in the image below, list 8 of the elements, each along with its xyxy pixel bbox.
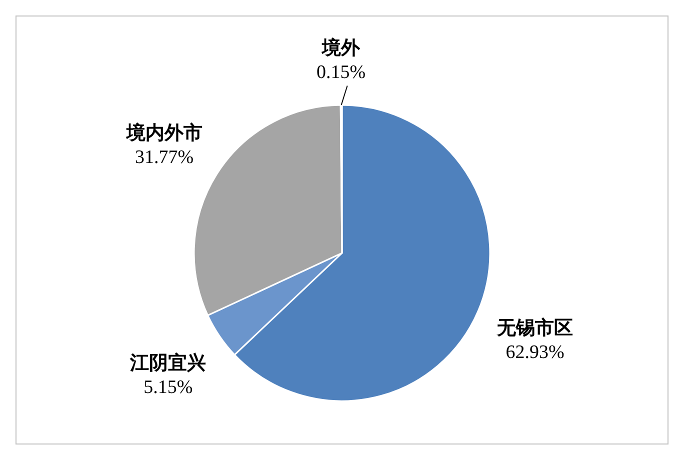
data-label: 0.15% (316, 62, 366, 84)
data-label: 5.15% (144, 377, 193, 398)
data-label: 62.93% (506, 342, 565, 364)
data-label: 31.77% (135, 146, 194, 168)
slice-label: 境内外市 (125, 122, 202, 144)
slice-label: 境外 (321, 37, 362, 60)
slice-label: 无锡市区 (496, 317, 574, 340)
slice-label: 江阴宜兴 (129, 352, 206, 374)
